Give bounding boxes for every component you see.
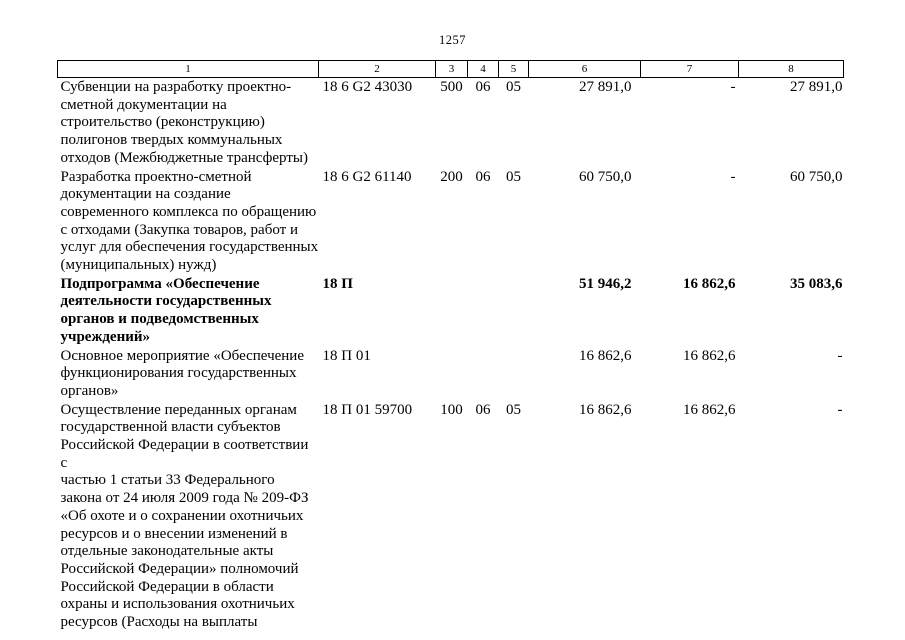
expense-type-code-cell xyxy=(436,347,468,401)
subsection-code-cell: 05 xyxy=(506,168,521,185)
table-row: Подпрограмма «Обеспечение деятельности г… xyxy=(58,275,844,347)
budget-table: 1 2 3 4 5 6 7 8 Субвенции на разработку … xyxy=(57,60,844,632)
table-body: Субвенции на разработку проектно- сметно… xyxy=(58,78,844,632)
table-header-row: 1 2 3 4 5 6 7 8 xyxy=(57,60,844,78)
budget-code-cell: 18 6 G2 43030 xyxy=(322,79,413,95)
amount-col6-cell: 16 862,6 xyxy=(579,401,632,418)
budget-code-cell: 18 6 G2 61140 xyxy=(322,168,412,185)
amount-col7-cell: - xyxy=(730,168,736,185)
amount-col8-cell: - xyxy=(837,347,843,364)
item-name-cell: Подпрограмма «Обеспечение деятельности г… xyxy=(60,275,272,345)
item-name-cell: Осуществление переданных органам государ… xyxy=(60,401,309,631)
column-header-4: 4 xyxy=(467,60,499,78)
section-code-cell: 06 xyxy=(475,79,491,95)
amount-col7-cell: 16 862,6 xyxy=(683,347,736,364)
column-header-2: 2 xyxy=(318,60,436,78)
table-header: 1 2 3 4 5 6 7 8 xyxy=(57,60,844,78)
amount-col8-cell: 60 750,0 xyxy=(790,168,843,185)
subsection-code-cell: 05 xyxy=(506,79,521,95)
budget-code-cell: 18 П 01 xyxy=(322,347,371,364)
item-name-cell: Разработка проектно-сметной документации… xyxy=(60,168,319,274)
amount-col6-cell: 60 750,0 xyxy=(579,168,632,185)
column-header-5: 5 xyxy=(498,60,529,78)
table-row: Разработка проектно-сметной документации… xyxy=(58,168,844,275)
item-name-cell: Субвенции на разработку проектно- сметно… xyxy=(60,79,308,166)
amount-col6-cell: 27 891,0 xyxy=(579,79,632,95)
amount-col7-cell: 16 862,6 xyxy=(683,275,736,292)
table-row: Осуществление переданных органам государ… xyxy=(58,401,844,632)
subsection-code-cell xyxy=(499,275,529,347)
table-row: Субвенции на разработку проектно- сметно… xyxy=(58,78,844,168)
amount-col8-cell: 27 891,0 xyxy=(790,79,843,95)
amount-col8-cell: 35 083,6 xyxy=(790,275,843,292)
subsection-code-cell: 05 xyxy=(506,401,521,418)
section-code-cell xyxy=(468,347,499,401)
item-name-cell: Основное мероприятие «Обеспечение функци… xyxy=(60,347,305,399)
budget-code-cell: 18 П xyxy=(322,275,353,292)
column-header-8: 8 xyxy=(738,60,844,78)
subsection-code-cell xyxy=(499,347,529,401)
expense-type-code-cell: 500 xyxy=(440,79,463,95)
section-code-cell: 06 xyxy=(475,401,491,418)
column-header-1: 1 xyxy=(57,60,319,78)
amount-col7-cell: - xyxy=(730,79,736,95)
budget-code-cell: 18 П 01 59700 xyxy=(322,401,413,418)
section-code-cell xyxy=(468,275,499,347)
expense-type-code-cell: 100 xyxy=(440,401,463,418)
expense-type-code-cell xyxy=(436,275,468,347)
table-row: Основное мероприятие «Обеспечение функци… xyxy=(58,347,844,401)
column-header-7: 7 xyxy=(640,60,739,78)
amount-col6-cell: 51 946,2 xyxy=(579,275,632,292)
amount-col8-cell: - xyxy=(837,401,843,418)
amount-col6-cell: 16 862,6 xyxy=(579,347,632,364)
column-header-6: 6 xyxy=(528,60,641,78)
amount-col7-cell: 16 862,6 xyxy=(683,401,736,418)
page-number: 1257 xyxy=(439,33,466,47)
section-code-cell: 06 xyxy=(475,168,491,185)
column-header-3: 3 xyxy=(435,60,468,78)
expense-type-code-cell: 200 xyxy=(440,168,463,185)
